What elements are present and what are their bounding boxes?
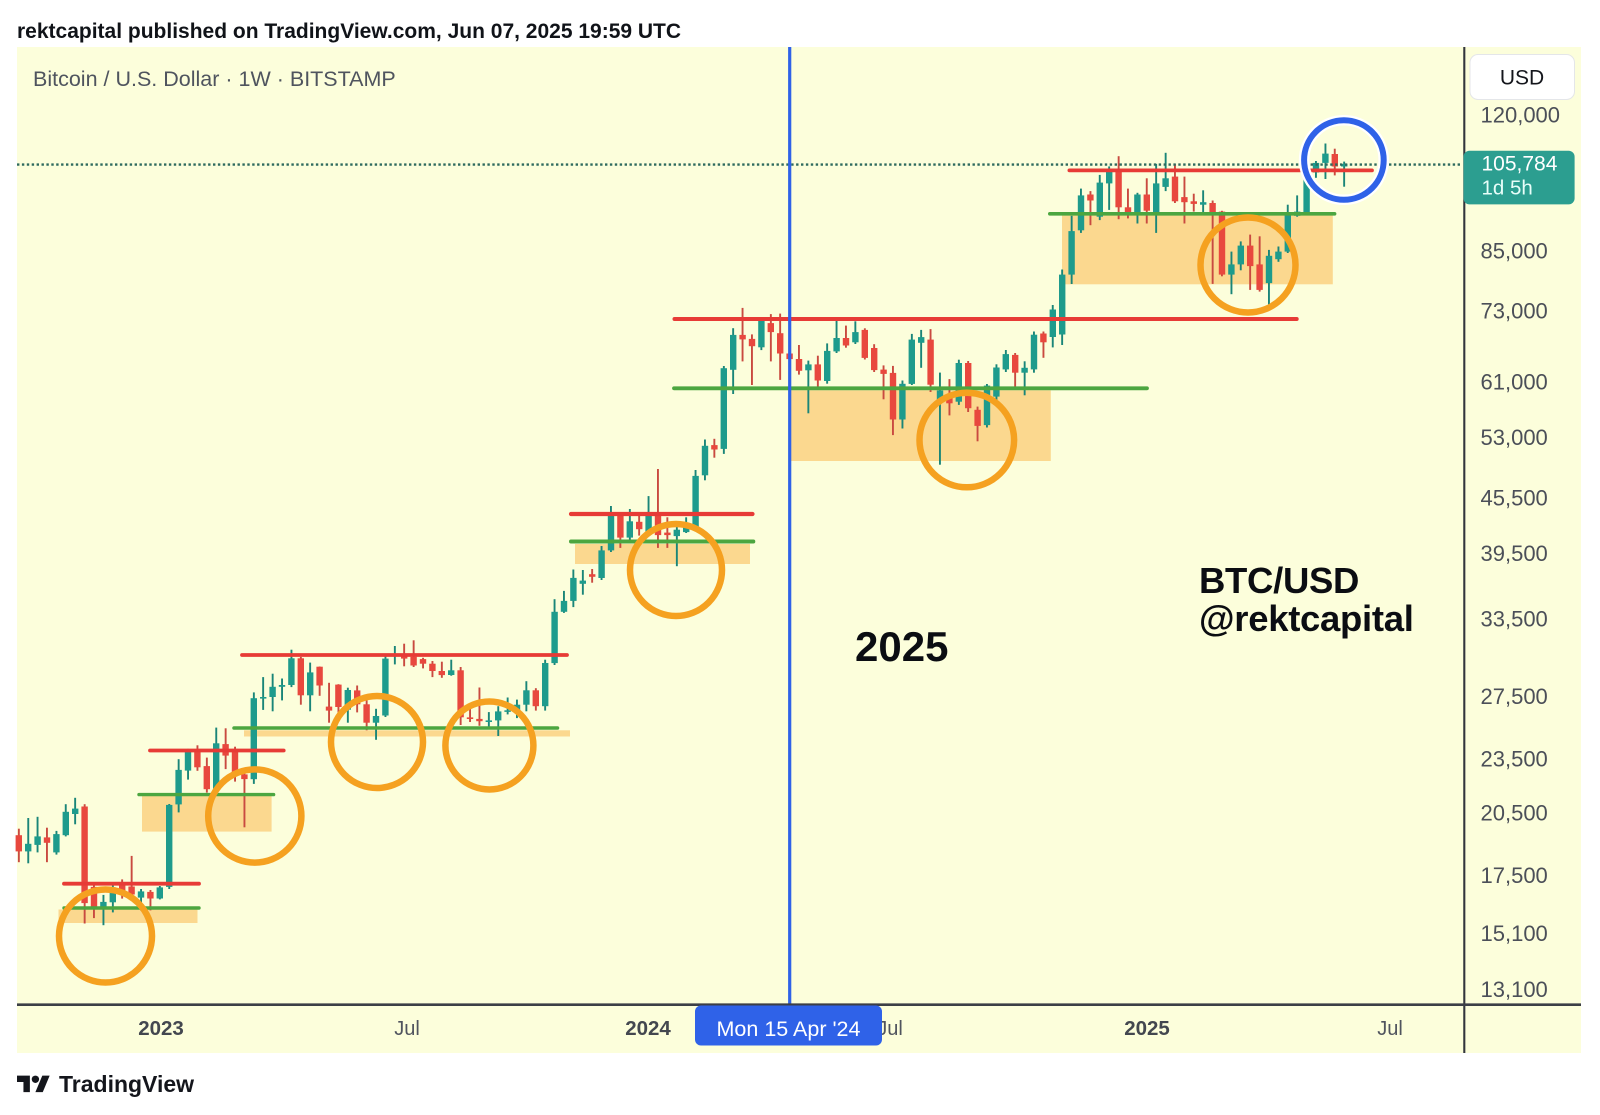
svg-text:13,100: 13,100	[1481, 977, 1548, 1002]
svg-text:Jul: Jul	[394, 1018, 420, 1040]
svg-text:USD: USD	[1500, 67, 1544, 90]
svg-text:33,500: 33,500	[1481, 606, 1548, 631]
svg-text:BTC/USD: BTC/USD	[1199, 560, 1359, 601]
svg-text:61,000: 61,000	[1481, 370, 1548, 395]
svg-text:20,500: 20,500	[1481, 800, 1548, 825]
svg-text:45,500: 45,500	[1481, 485, 1548, 510]
svg-text:105,784: 105,784	[1482, 153, 1558, 176]
svg-text:2025: 2025	[1124, 1017, 1170, 1040]
svg-text:1d 5h: 1d 5h	[1482, 177, 1533, 200]
svg-text:rektcapital published on Tradi: rektcapital published on TradingView.com…	[17, 20, 681, 43]
svg-text:Jul: Jul	[877, 1018, 903, 1040]
svg-text:TradingView: TradingView	[59, 1071, 194, 1097]
svg-text:2024: 2024	[625, 1017, 671, 1040]
svg-text:Mon 15 Apr '24: Mon 15 Apr '24	[717, 1017, 861, 1041]
svg-text:85,000: 85,000	[1481, 239, 1548, 264]
svg-text:2023: 2023	[138, 1017, 184, 1040]
svg-text:@rektcapital: @rektcapital	[1199, 598, 1414, 639]
svg-text:Jul: Jul	[1377, 1018, 1403, 1040]
svg-text:39,500: 39,500	[1481, 541, 1548, 566]
svg-text:17,500: 17,500	[1481, 863, 1548, 888]
svg-text:23,500: 23,500	[1481, 746, 1548, 771]
svg-text:73,000: 73,000	[1481, 299, 1548, 324]
svg-text:53,000: 53,000	[1481, 425, 1548, 450]
svg-text:2025: 2025	[855, 623, 948, 670]
svg-text:27,500: 27,500	[1481, 684, 1548, 709]
svg-text:15,100: 15,100	[1481, 921, 1548, 946]
svg-text:120,000: 120,000	[1481, 102, 1561, 127]
svg-text:Bitcoin / U.S. Dollar · 1W · B: Bitcoin / U.S. Dollar · 1W · BITSTAMP	[33, 67, 396, 91]
